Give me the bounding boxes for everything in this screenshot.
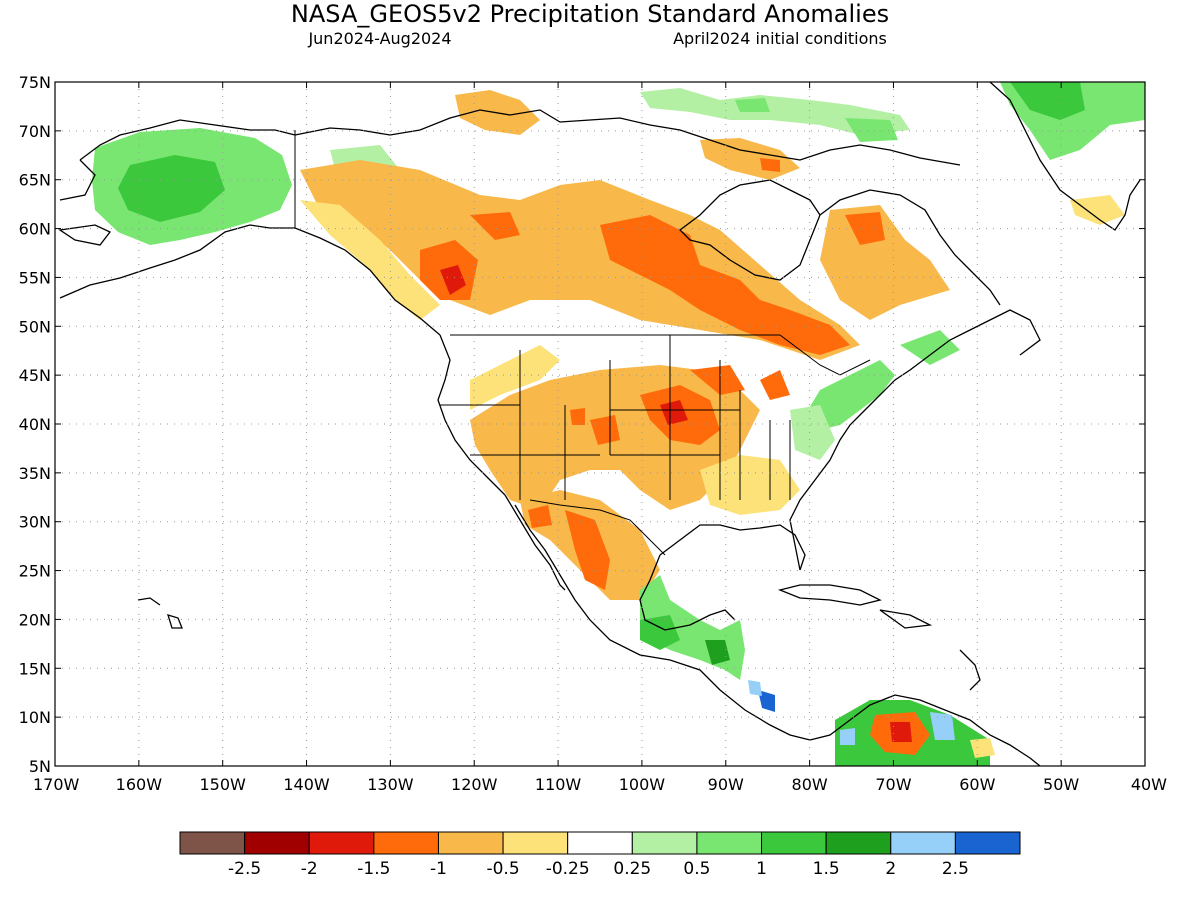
lon-tick-label: 100W [619, 775, 666, 794]
anomaly-region [590, 415, 620, 445]
anomaly-region [570, 408, 585, 425]
colorbar: -2.5 -2 -1.5 -1 -0.5 -0.25 0.25 0.5 1 1.5 2 2.5 [179, 831, 1021, 879]
lat-tick-label: 25N [19, 562, 51, 581]
lat-tick-label: 35N [19, 464, 51, 483]
colorbar-swatch [954, 831, 1021, 855]
lon-tick-label: 40W [1131, 775, 1167, 794]
colorbar-label: 0.25 [613, 859, 651, 879]
colorbar-label: 0.5 [683, 859, 710, 879]
lat-tick-label: 20N [19, 610, 51, 629]
anomaly-region [640, 615, 680, 650]
lat-tick-label: 50N [19, 317, 51, 336]
lon-tick-label: 70W [875, 775, 911, 794]
colorbar-swatch [244, 831, 310, 855]
anomaly-region [805, 360, 895, 430]
political-borders [294, 130, 871, 556]
colorbar-label: 2.5 [942, 859, 969, 879]
initial-conditions: April2024 initial conditions [673, 29, 887, 48]
anomaly-region [1010, 82, 1085, 120]
lon-tick-label: 130W [367, 775, 414, 794]
colorbar-label: -2 [301, 859, 318, 879]
lon-tick-label: 140W [283, 775, 330, 794]
colorbar-label: 2 [885, 859, 896, 879]
colorbar-swatch [890, 831, 956, 855]
anomaly-region [600, 215, 850, 355]
anomaly-region [840, 728, 855, 745]
longitude-axis: 170W 160W 150W 140W 130W 120W 110W 100W 90W 80W 70… [33, 82, 1167, 794]
colorbar-swatch [373, 831, 439, 855]
anomaly-region [845, 212, 885, 245]
lon-tick-label: 80W [792, 775, 828, 794]
colorbar-label: 1 [756, 859, 767, 879]
anomaly-region [890, 722, 912, 742]
lat-tick-label: 10N [19, 708, 51, 727]
anomaly-region [690, 365, 745, 395]
lon-tick-label: 50W [1043, 775, 1079, 794]
lat-tick-label: 70N [19, 122, 51, 141]
colorbar-swatch [437, 831, 504, 855]
colorbar-label: -1.5 [357, 859, 390, 879]
forecast-period: Jun2024-Aug2024 [307, 29, 451, 48]
colorbar-swatch [761, 831, 827, 855]
lat-tick-label: 55N [19, 268, 51, 287]
anomaly-region [790, 405, 835, 460]
anomaly-region [470, 212, 520, 240]
anomaly-region [970, 738, 995, 758]
anomaly-region [900, 330, 960, 365]
colorbar-label: -0.25 [546, 859, 590, 879]
anomaly-region [735, 98, 770, 112]
anomaly-region [845, 118, 898, 142]
anomaly-region [820, 205, 950, 320]
lon-tick-label: 160W [116, 775, 163, 794]
anomaly-region [440, 265, 466, 295]
anomaly-region [930, 712, 955, 740]
anomaly-region [528, 505, 552, 528]
colorbar-label: 1.5 [813, 859, 840, 879]
anomaly-region [118, 155, 225, 222]
anomaly-region [660, 400, 688, 425]
anomaly-region [700, 455, 800, 515]
anomaly-region [760, 370, 790, 400]
colorbar-swatch [179, 831, 246, 855]
lat-tick-label: 60N [19, 220, 51, 239]
latitude-axis: 75N 70N 65N 60N 55N 50N 45N 40N 35N 30N 25N 20N 15N 1… [19, 73, 1145, 776]
lat-tick-label: 40N [19, 415, 51, 434]
anomaly-region [470, 345, 560, 410]
colorbar-swatch [567, 831, 633, 855]
lat-tick-label: 5N [29, 757, 51, 776]
colorbar-swatch [502, 831, 569, 855]
colorbar-label: -1 [430, 859, 447, 879]
anomaly-region [565, 510, 610, 590]
lat-tick-label: 75N [19, 73, 51, 92]
map-title: NASA_GEOS5v2 Precipitation Standard Anom… [291, 0, 889, 28]
lat-tick-label: 65N [19, 171, 51, 190]
lon-tick-label: 90W [708, 775, 744, 794]
lon-tick-label: 110W [535, 775, 582, 794]
anomaly-region [300, 200, 440, 320]
coastlines [58, 82, 1141, 766]
anomaly-region [748, 680, 762, 696]
anomaly-region [758, 690, 775, 712]
anomaly-region [1070, 195, 1125, 225]
anomaly-field [92, 82, 1145, 766]
anomaly-region [705, 640, 730, 665]
lon-tick-label: 120W [451, 775, 498, 794]
colorbar-swatch [825, 831, 892, 855]
colorbar-swatch [696, 831, 763, 855]
anomaly-region [760, 158, 780, 172]
lon-tick-label: 150W [200, 775, 247, 794]
lat-tick-label: 15N [19, 659, 51, 678]
colorbar-swatch [308, 831, 375, 855]
colorbar-swatch [631, 831, 698, 855]
lon-tick-label: 170W [33, 775, 80, 794]
lat-tick-label: 30N [19, 513, 51, 532]
colorbar-label: -2.5 [228, 859, 261, 879]
colorbar-label: -0.5 [486, 859, 519, 879]
lat-tick-label: 45N [19, 366, 51, 385]
anomaly-region [640, 88, 910, 135]
lon-tick-label: 60W [959, 775, 995, 794]
